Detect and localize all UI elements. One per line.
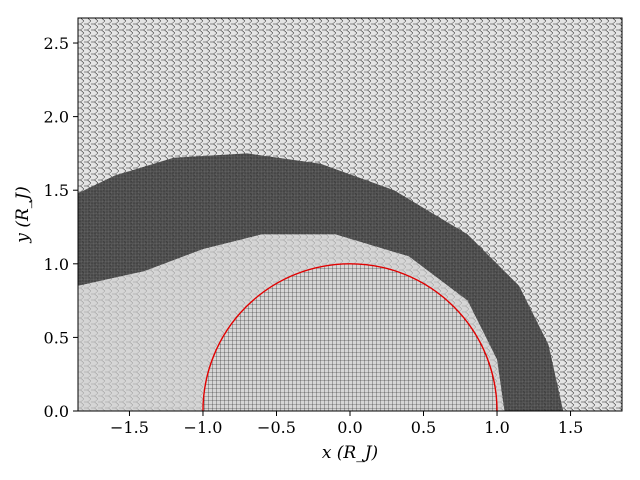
y-tick-label: 0.5	[44, 328, 69, 347]
x-tick-label: 1.5	[558, 418, 583, 437]
x-tick-label: −1.5	[110, 418, 149, 437]
y-axis-label: y (R_J)	[13, 186, 33, 243]
y-tick-label: 1.5	[44, 181, 69, 200]
x-axis: −1.5 −1.0 −0.5 0.0 0.5 1.0 1.5	[110, 411, 583, 437]
x-tick-label: −1.0	[184, 418, 223, 437]
unit-circle-boundary	[202, 263, 498, 411]
dense-mesh-shell	[78, 153, 564, 411]
x-tick-label: 1.0	[484, 418, 509, 437]
y-axis: 0.0 0.5 1.0 1.5 2.0 2.5	[44, 34, 78, 421]
x-tick-label: 0.5	[411, 418, 436, 437]
y-tick-label: 0.0	[44, 402, 69, 421]
y-tick-label: 1.0	[44, 255, 69, 274]
x-axis-label: x (R_J)	[322, 443, 378, 463]
y-tick-label: 2.5	[44, 34, 69, 53]
x-tick-label: 0.0	[337, 418, 362, 437]
x-tick-label: −0.5	[257, 418, 296, 437]
planet-disk-mesh	[202, 263, 498, 411]
y-tick-label: 2.0	[44, 108, 69, 127]
